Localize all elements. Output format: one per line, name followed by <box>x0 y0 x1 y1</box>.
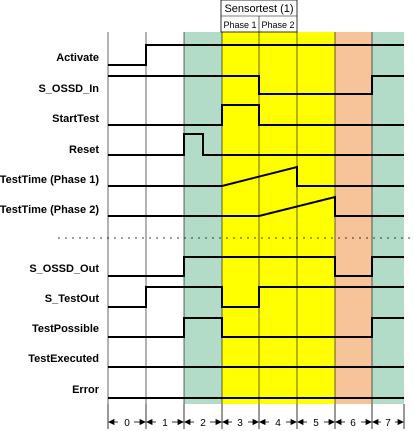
time-tick-7: 7 <box>385 418 391 429</box>
time-tick-2: 2 <box>200 418 206 429</box>
sensortest-title: Sensortest (1) <box>224 3 293 15</box>
time-tick-5: 5 <box>313 418 319 429</box>
time-axis-ticks: 0 1 2 3 4 5 6 7 <box>124 418 391 429</box>
sensortest-header: Sensortest (1) Phase 1 Phase 2 <box>220 0 298 33</box>
waveform-starttest <box>108 104 404 126</box>
phase-1-label: Phase 1 <box>223 20 256 30</box>
signal-waveforms <box>108 44 404 399</box>
phase-7-green-region <box>372 32 404 404</box>
signal-label-testtime-phase-2: TestTime (Phase 2) <box>0 204 99 216</box>
signal-labels: Activate S_OSSD_In StartTest Reset TestT… <box>0 52 100 396</box>
signal-label-testpossible: TestPossible <box>32 323 99 335</box>
waveform-activate <box>108 44 404 66</box>
signal-label-testtime-phase-1: TestTime (Phase 1) <box>0 174 99 186</box>
time-tick-1: 1 <box>162 418 168 429</box>
phase-2-label: Phase 2 <box>261 20 294 30</box>
time-tick-3: 3 <box>237 418 243 429</box>
signal-label-s-ossd-in: S_OSSD_In <box>38 83 99 95</box>
waveform-s-ossd-out <box>108 256 404 277</box>
signal-label-error: Error <box>72 384 100 396</box>
waveform-s-testout <box>108 286 404 308</box>
signal-label-reset: Reset <box>69 144 99 156</box>
waveform-s-ossd-in <box>108 75 404 95</box>
waveform-testtime-phase-1 <box>108 165 404 187</box>
waveform-testpossible <box>108 317 404 338</box>
time-tick-0: 0 <box>124 418 130 429</box>
phase-6-orange-region <box>335 32 372 404</box>
signal-label-testexecuted: TestExecuted <box>28 353 99 365</box>
waveform-testtime-phase-2 <box>108 195 404 217</box>
time-axis-arrows <box>108 418 404 426</box>
time-tick-4: 4 <box>275 418 281 429</box>
waveform-reset <box>108 133 404 156</box>
phase-3-5-yellow-region <box>222 32 335 404</box>
time-axis <box>107 404 405 429</box>
signal-label-starttest: StartTest <box>52 113 99 125</box>
signal-label-s-testout: S_TestOut <box>45 293 100 305</box>
time-tick-6: 6 <box>350 418 356 429</box>
phase-2-green-region <box>184 32 222 404</box>
signal-label-s-ossd-out: S_OSSD_Out <box>29 263 99 275</box>
signal-label-activate: Activate <box>56 52 99 64</box>
